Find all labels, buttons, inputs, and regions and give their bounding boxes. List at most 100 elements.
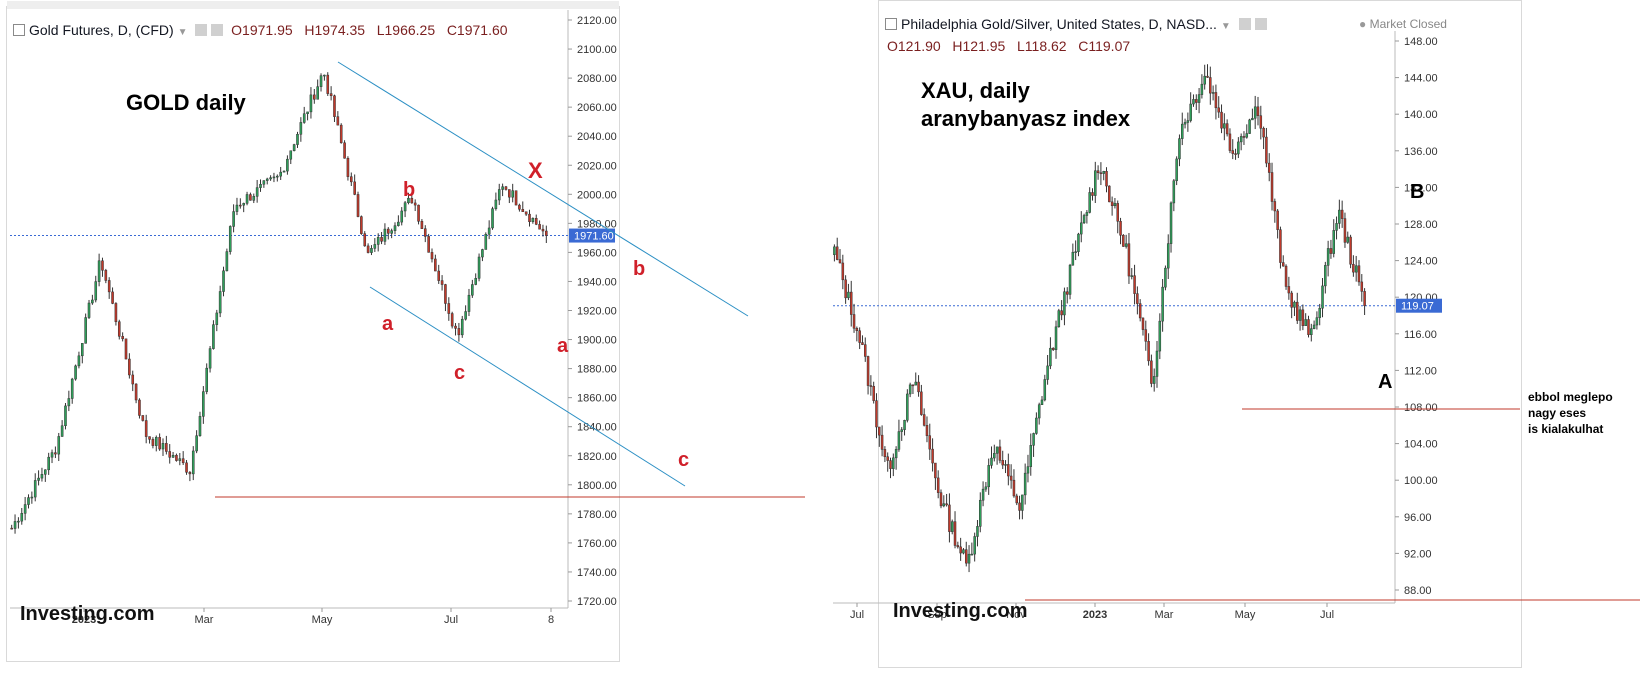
candle-body [222,270,225,292]
candle-body [181,458,185,464]
candle-body [477,256,481,279]
candle-body [1304,319,1307,326]
candle-body [934,462,937,479]
symbol-title[interactable]: Gold Futures, D, (CFD) [29,22,174,38]
candle-body [276,175,279,178]
wave-label-c2: c [678,449,689,471]
candle-body [54,452,57,455]
candle-body [178,458,182,461]
candle-body [945,503,948,506]
candle-body [894,449,898,459]
y-tick-label: 1860.00 [577,393,617,405]
candle-body [141,415,145,421]
chevron-down-icon[interactable]: ▼ [177,27,188,38]
x-tick-label: Sep [927,609,947,621]
candle-body [948,504,951,532]
candle-body [922,414,926,426]
candle-body [849,291,853,315]
gear-icon[interactable] [1254,18,1267,30]
candle-body [494,199,498,209]
candle-body [104,270,108,281]
candle-body [1259,115,1263,129]
candle-body [835,246,839,260]
candle-body [897,431,901,450]
settings-icon[interactable] [1238,18,1251,30]
candle-body [185,462,188,473]
candle-body [313,94,316,100]
collapse-icon[interactable] [885,18,897,30]
market-status: ● Market Closed [1359,17,1447,31]
y-tick-label: 1720.00 [577,596,617,608]
candle-body [889,460,892,469]
candle-body [1127,243,1131,277]
candle-body [892,457,895,469]
candle-body [1080,222,1083,235]
candle-body [353,181,356,195]
candle-body [1293,301,1296,308]
candle-body [13,521,17,529]
x-tick-label: Mar [195,614,214,626]
candle-body [161,443,165,450]
candle-body [50,452,54,458]
candle-body [953,521,957,546]
wave-label-c: c [454,362,465,384]
candle-body [1315,317,1319,326]
candle-body [521,209,525,212]
candle-body [60,425,64,437]
candle-body [144,420,148,437]
candle-body [1077,233,1080,252]
candle-body [833,246,836,256]
y-tick-label: 2060.00 [577,102,617,114]
y-tick-label: 140.00 [1404,109,1438,121]
candle-body [117,321,121,337]
candle-body [1113,203,1117,207]
candle-body [1321,285,1324,309]
candle-body [1133,275,1136,294]
candle-body [380,237,383,242]
candle-body [450,313,454,327]
candle-body [316,86,319,100]
chevron-down-icon[interactable]: ▼ [1220,21,1231,32]
candle-body [272,176,276,179]
candle-body [67,398,71,407]
y-tick-label: 1800.00 [577,480,617,492]
candle-body [464,311,467,320]
gold-candles [10,72,548,534]
y-tick-label: 1780.00 [577,509,617,521]
candle-body [1360,281,1364,292]
candle-body [20,513,24,522]
gold-chart-header: Gold Futures, D, (CFD) ▼ O1971.95 H1974.… [13,22,508,38]
candle-body [454,325,457,329]
candle-body [1158,320,1162,352]
xau-annotation-title-2: aranybanyasz index [921,106,1131,131]
x-tick-label: May [312,614,333,626]
candle-body [134,383,138,401]
candle-body [1203,75,1206,85]
candle-body [484,233,488,250]
candle-body [1147,341,1150,362]
candle-body [967,553,971,564]
y-tick-label: 1920.00 [577,306,617,318]
gear-icon[interactable] [211,24,224,36]
candle-body [202,391,205,417]
candle-body [350,176,353,183]
candle-body [1270,172,1274,202]
candle-body [343,142,346,159]
candle-body [1110,201,1114,207]
candle-body [514,190,518,206]
symbol-title[interactable]: Philadelphia Gold/Silver, United States,… [901,16,1217,32]
candle-body [440,280,444,285]
gold-annotation-title: GOLD daily [126,90,247,115]
candle-body [27,497,30,505]
candle-body [225,251,229,272]
y-tick-label: 2020.00 [577,160,617,172]
candle-body [1209,77,1212,94]
candle-body [198,416,202,436]
candle-body [1130,275,1134,277]
candle-body [154,437,158,446]
collapse-icon[interactable] [13,24,25,36]
candle-body [1354,265,1358,273]
settings-icon[interactable] [195,24,208,36]
candle-body [1245,133,1249,138]
candle-body [1296,301,1299,321]
